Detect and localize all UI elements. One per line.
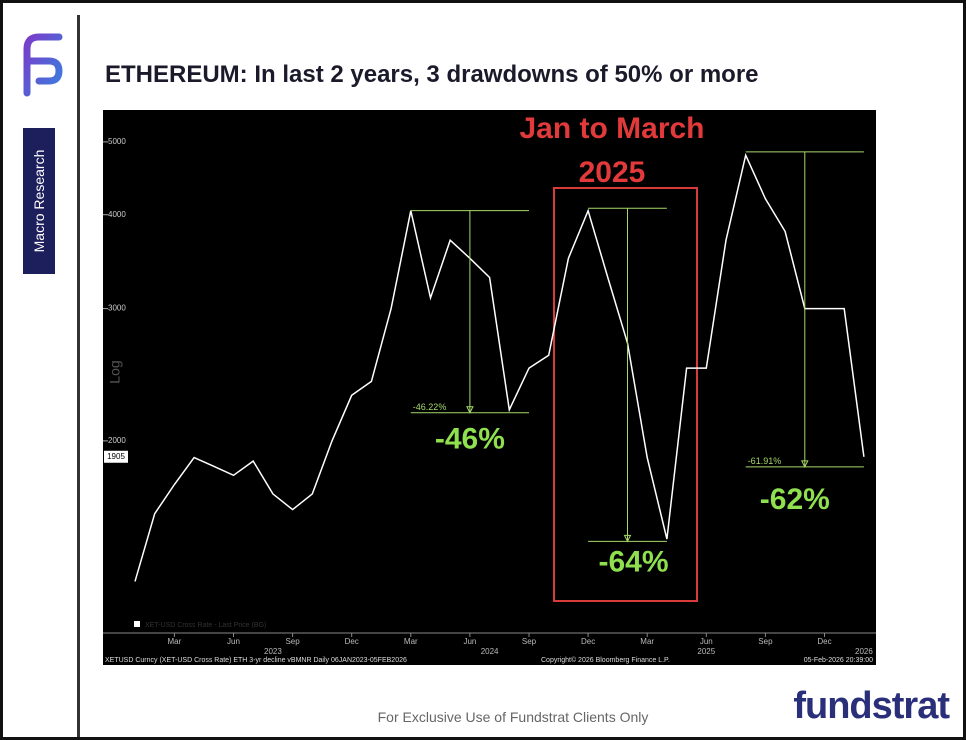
drawdown-arrow — [623, 534, 632, 543]
legend-swatch — [134, 621, 140, 627]
copyright-note: Copyright© 2026 Bloomberg Finance L.P. — [541, 656, 670, 664]
highlight-box — [553, 187, 698, 602]
x-tick-label: Jun — [227, 637, 240, 646]
drawdown-label: -46.22% — [413, 402, 447, 412]
year-label: 2025 — [697, 647, 715, 656]
x-tick-label: Mar — [404, 637, 418, 646]
drawdown-arrow — [800, 460, 809, 468]
footer-note: For Exclusive Use of Fundstrat Clients O… — [377, 709, 649, 725]
drawdown-callout: -62% — [760, 483, 830, 516]
highlight-label: Jan to March — [519, 112, 704, 145]
drawdown-callout: -64% — [598, 545, 668, 578]
x-tick-label: Dec — [817, 637, 831, 646]
drawdown-label: -61.91% — [748, 456, 782, 466]
highlight-label: 2025 — [579, 156, 646, 189]
x-tick-label: Dec — [581, 637, 595, 646]
price-line — [134, 152, 865, 582]
last-price-label: 1905 — [107, 452, 125, 461]
y-axis-label: Log — [107, 360, 123, 383]
x-tick-label: Sep — [758, 637, 773, 646]
logo-icon — [23, 33, 63, 97]
drawdown-arrow — [466, 406, 474, 414]
legend-label: XET-USD Cross Rate - Last Price (BG) — [145, 622, 266, 629]
slide-title: ETHEREUM: In last 2 years, 3 drawdowns o… — [105, 61, 759, 88]
x-tick-label: Mar — [168, 637, 182, 646]
year-label: 2026 — [855, 647, 873, 656]
x-tick-label: Sep — [285, 637, 300, 646]
section-tag: Macro Research — [23, 128, 55, 274]
year-label: 2023 — [264, 647, 282, 656]
year-label: 2024 — [481, 647, 499, 656]
x-tick-label: Jun — [700, 637, 713, 646]
chart-background — [103, 110, 876, 665]
x-tick-label: Sep — [522, 637, 537, 646]
source-note: XETUSD Curncy (XET-USD Cross Rate) ETH 3… — [105, 657, 407, 664]
x-tick-label: Jun — [463, 637, 476, 646]
x-tick-label: Dec — [345, 637, 359, 646]
drawdown-callout: -46% — [435, 423, 505, 456]
y-tick-label: 4000 — [108, 210, 126, 219]
divider — [77, 15, 80, 737]
timestamp-note: 05-Feb-2026 20:39:00 — [804, 657, 873, 664]
x-tick-label: Mar — [640, 637, 654, 646]
y-tick-label: 3000 — [108, 304, 126, 313]
last-price-box — [104, 450, 128, 463]
y-tick-label: 2000 — [108, 436, 126, 445]
y-tick-label: 5000 — [108, 137, 126, 146]
brand-logo: fundstrat — [793, 685, 950, 727]
